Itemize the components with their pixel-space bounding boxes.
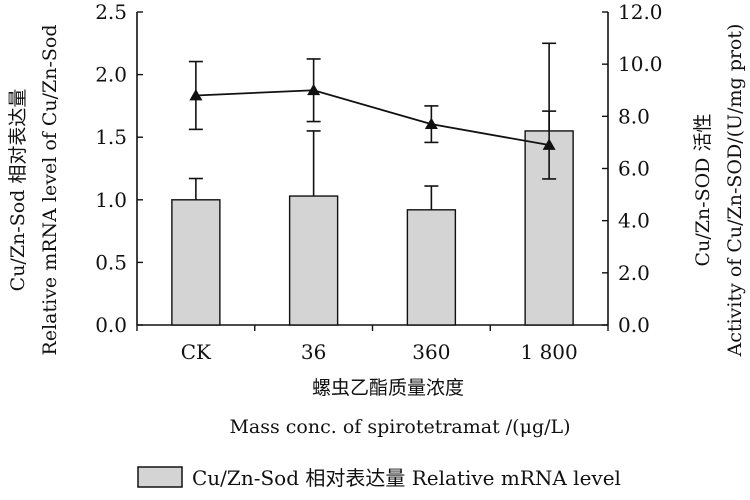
bar — [406, 209, 457, 326]
right-tick-label: 6.0 — [618, 157, 650, 181]
right-axis-ticks: 0.0 2.0 4.0 6.0 8.0 10.0 12.0 — [602, 0, 663, 337]
left-axis-title-cn: Cu/Zn-Sod 相对表达量 — [7, 89, 29, 292]
line-point-marker — [189, 88, 203, 101]
line-point-marker — [424, 117, 438, 130]
left-tick-label: 2.0 — [95, 63, 127, 87]
right-tick-label: 12.0 — [618, 0, 663, 24]
legend: Cu/Zn-Sod 相对表达量 Relative mRNA level — [137, 466, 621, 490]
x-tick-label: CK — [181, 340, 212, 364]
left-tick-label: 1.5 — [95, 125, 127, 149]
x-axis-title-en: Mass conc. of spirotetramat /(μg/L) — [229, 416, 570, 438]
right-tick-label: 0.0 — [618, 313, 650, 337]
activity-line — [195, 89, 550, 146]
left-axis-title-en: Relative mRNA level of Cu/Zn-Sod — [39, 25, 61, 356]
left-tick-label: 0.5 — [95, 250, 127, 274]
left-tick-label: 2.5 — [95, 0, 127, 24]
right-tick-label: 10.0 — [618, 52, 663, 76]
right-tick-label: 8.0 — [618, 104, 650, 128]
x-tick-label: 36 — [301, 340, 326, 364]
line-point-marker — [307, 83, 321, 96]
right-axis-title-en: Activity of Cu/Zn-SOD/(U/mg prot) — [724, 24, 746, 358]
bar-series — [171, 130, 574, 326]
right-tick-label: 4.0 — [618, 209, 650, 233]
left-axis-ticks: 0.0 0.5 1.0 1.5 2.0 2.5 — [95, 0, 143, 337]
legend-label-bar: Cu/Zn-Sod 相对表达量 Relative mRNA level — [192, 466, 621, 490]
x-axis-ticks: CK 36 360 1 800 — [136, 325, 609, 364]
x-tick-label: 360 — [412, 340, 450, 364]
line-series — [188, 58, 557, 180]
right-tick-label: 2.0 — [618, 261, 650, 285]
x-tick-label: 1 800 — [520, 340, 577, 364]
bar — [171, 199, 221, 326]
left-tick-label: 0.0 — [95, 313, 127, 337]
x-axis-title-cn: 螺虫乙酯质量浓度 — [312, 377, 464, 399]
left-tick-label: 1.0 — [95, 188, 127, 212]
right-axis-title-cn: Cu/Zn-SOD 活性 — [692, 114, 714, 267]
legend-swatch-bar — [137, 466, 183, 488]
line-point-marker — [542, 138, 556, 150]
bar-error-bars — [188, 42, 557, 210]
bar — [288, 195, 339, 326]
